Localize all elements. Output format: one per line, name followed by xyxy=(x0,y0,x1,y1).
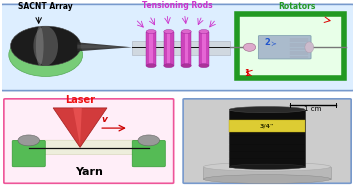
Polygon shape xyxy=(53,108,107,147)
Ellipse shape xyxy=(305,42,314,53)
Bar xyxy=(149,32,153,66)
FancyBboxPatch shape xyxy=(183,99,351,183)
FancyBboxPatch shape xyxy=(12,140,45,167)
Text: $\succ$: $\succ$ xyxy=(269,40,277,48)
Text: 3/4": 3/4" xyxy=(260,124,274,129)
Ellipse shape xyxy=(229,164,305,169)
Ellipse shape xyxy=(11,26,81,66)
FancyBboxPatch shape xyxy=(132,140,165,167)
Bar xyxy=(181,32,191,66)
FancyBboxPatch shape xyxy=(237,14,344,78)
Ellipse shape xyxy=(146,29,156,34)
Text: Laser: Laser xyxy=(65,95,95,105)
FancyBboxPatch shape xyxy=(1,4,354,91)
Ellipse shape xyxy=(164,64,174,68)
Circle shape xyxy=(18,135,39,146)
Bar xyxy=(199,32,209,66)
FancyBboxPatch shape xyxy=(4,99,174,183)
Text: Tensioning Rods: Tensioning Rods xyxy=(142,1,213,10)
Ellipse shape xyxy=(203,162,331,171)
Ellipse shape xyxy=(203,175,331,184)
FancyBboxPatch shape xyxy=(22,140,155,155)
Bar xyxy=(229,120,305,132)
Polygon shape xyxy=(77,42,132,51)
Polygon shape xyxy=(73,108,82,146)
Polygon shape xyxy=(77,45,132,49)
Ellipse shape xyxy=(146,64,156,68)
Bar xyxy=(146,32,156,66)
Bar xyxy=(164,32,174,66)
Polygon shape xyxy=(132,41,230,55)
Ellipse shape xyxy=(181,64,191,68)
Ellipse shape xyxy=(199,64,209,68)
Text: v: v xyxy=(102,115,108,124)
FancyBboxPatch shape xyxy=(258,36,311,59)
Ellipse shape xyxy=(199,29,209,34)
Ellipse shape xyxy=(229,107,305,113)
Ellipse shape xyxy=(164,29,174,34)
Ellipse shape xyxy=(244,43,256,51)
Text: 2: 2 xyxy=(265,38,271,47)
Bar xyxy=(229,110,305,167)
Ellipse shape xyxy=(33,26,58,66)
Text: Rotators: Rotators xyxy=(278,2,316,11)
Ellipse shape xyxy=(9,33,83,77)
Text: Yarn: Yarn xyxy=(75,167,103,177)
Text: 1 cm: 1 cm xyxy=(304,106,321,112)
Bar xyxy=(203,167,331,179)
Bar xyxy=(202,32,206,66)
Bar xyxy=(167,32,170,66)
Ellipse shape xyxy=(181,29,191,34)
Bar xyxy=(185,32,188,66)
Text: SACNT Array: SACNT Array xyxy=(18,2,73,11)
Ellipse shape xyxy=(36,26,44,66)
Circle shape xyxy=(138,135,159,146)
Text: 1: 1 xyxy=(244,69,250,78)
